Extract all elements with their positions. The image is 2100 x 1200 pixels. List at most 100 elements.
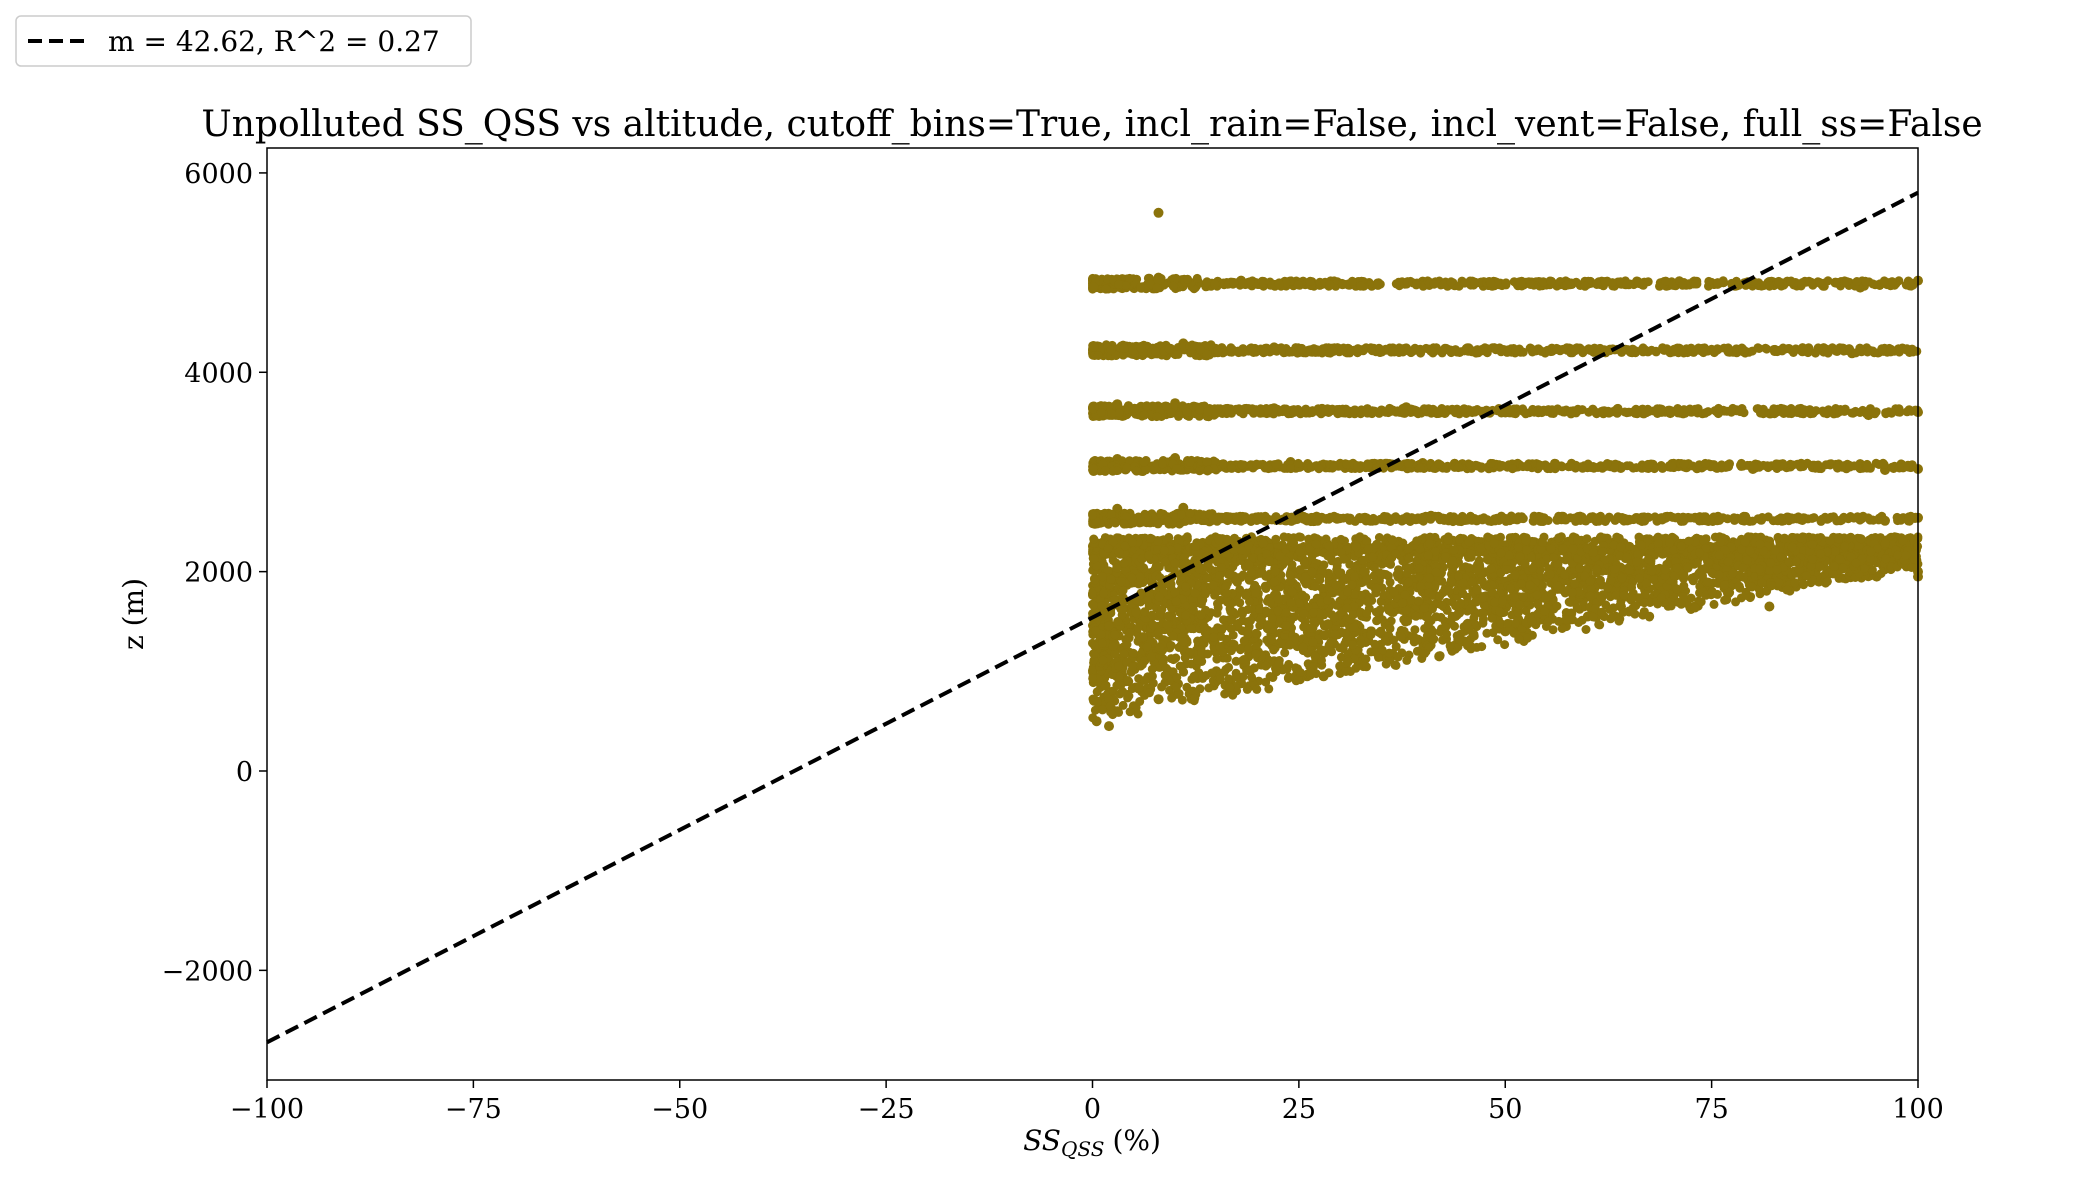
cloud-point xyxy=(1235,347,1245,357)
cloud-point xyxy=(1647,345,1657,355)
cloud-point xyxy=(1699,512,1709,522)
cloud-point xyxy=(1210,279,1220,289)
cloud-point xyxy=(1093,351,1103,360)
cloud-point xyxy=(1227,463,1237,473)
cloud-point xyxy=(1437,346,1447,356)
cloud-point xyxy=(1314,464,1324,474)
cloud-point xyxy=(1666,406,1676,416)
cloud-point xyxy=(1819,278,1829,288)
cloud-point xyxy=(1522,462,1532,472)
cloud-point xyxy=(1516,278,1526,288)
scatter-point xyxy=(1764,601,1775,612)
cloud-point xyxy=(1678,280,1688,290)
cloud-point xyxy=(1784,344,1794,353)
cloud-point xyxy=(1459,404,1469,414)
cloud-point xyxy=(1714,515,1724,525)
cloud-point xyxy=(1237,460,1247,470)
cloud-point xyxy=(1132,466,1142,476)
cloud-point xyxy=(1799,405,1809,415)
cloud-point xyxy=(1877,344,1887,354)
cloud-point xyxy=(1851,348,1861,358)
cloud-point xyxy=(1248,346,1258,356)
cloud-point xyxy=(1345,515,1355,525)
cloud-point xyxy=(1691,345,1701,355)
cloud-point xyxy=(1203,465,1213,475)
cloud-point xyxy=(1525,280,1535,289)
cloud-point xyxy=(1893,515,1903,525)
cloud-point xyxy=(1286,464,1296,474)
cloud-point xyxy=(1139,410,1149,420)
cloud-point xyxy=(1768,406,1778,416)
cloud-point xyxy=(1865,346,1875,355)
cloud-point xyxy=(1496,347,1506,357)
cloud-point xyxy=(1271,459,1281,469)
cloud-point xyxy=(1164,344,1174,354)
cloud-point xyxy=(1305,276,1315,286)
cloud-point xyxy=(1754,344,1764,353)
cloud-point xyxy=(1245,277,1255,287)
cloud-point xyxy=(1471,348,1481,358)
cloud-point xyxy=(1277,407,1287,417)
cloud-point xyxy=(1566,409,1576,419)
cloud-point xyxy=(1114,408,1124,418)
cloud-point xyxy=(1860,276,1870,286)
cloud-point xyxy=(1535,461,1545,471)
cloud-point xyxy=(1644,460,1654,469)
cloud-point xyxy=(1550,460,1560,469)
cloud-point xyxy=(1762,344,1772,354)
cloud-point xyxy=(1307,408,1317,418)
cloud-point xyxy=(1542,405,1552,415)
cloud-point xyxy=(1536,512,1546,522)
cloud-point xyxy=(1224,407,1234,417)
cloud-point xyxy=(1411,280,1421,290)
cloud-point xyxy=(1807,513,1817,523)
cloud-point xyxy=(1906,511,1916,521)
cloud-point xyxy=(1152,412,1162,422)
cloud-point xyxy=(1088,510,1098,520)
cloud-point xyxy=(1795,462,1805,472)
cloud-point xyxy=(1289,407,1299,417)
cloud-point xyxy=(1765,281,1774,291)
cloud-point xyxy=(1426,346,1436,356)
cloud-point xyxy=(1418,512,1428,522)
cloud-point xyxy=(1738,344,1747,354)
cloud-point xyxy=(1679,459,1689,469)
data-cloud xyxy=(1088,273,1923,723)
cloud-point xyxy=(1203,407,1213,417)
cloud-point xyxy=(1622,279,1632,289)
cloud-point xyxy=(1335,408,1345,418)
cloud-point xyxy=(1141,465,1151,475)
cloud-point xyxy=(1434,459,1444,469)
cloud-point xyxy=(1413,409,1423,419)
cloud-point xyxy=(1833,463,1842,473)
cloud-point xyxy=(1863,462,1873,472)
cloud-point xyxy=(1100,466,1110,475)
cloud-point xyxy=(1130,403,1140,413)
cloud-point xyxy=(1552,514,1562,524)
cloud-point xyxy=(1631,408,1641,418)
cloud-point xyxy=(1570,513,1580,523)
cloud-point xyxy=(1637,280,1647,290)
cloud-point xyxy=(1500,513,1510,523)
cloud-point xyxy=(1796,513,1805,523)
cloud-point xyxy=(1185,508,1195,518)
cloud-point xyxy=(1578,348,1588,358)
cloud-point xyxy=(1838,406,1848,416)
cloud-point xyxy=(1613,512,1623,522)
cloud-point xyxy=(1406,348,1416,357)
cloud-point xyxy=(1613,403,1623,413)
cloud-point xyxy=(1293,458,1303,468)
cloud-point xyxy=(1586,463,1596,473)
cloud-point xyxy=(1238,279,1248,289)
cloud-point xyxy=(1674,406,1684,416)
cloud-point xyxy=(1373,280,1383,290)
cloud-point xyxy=(1259,347,1269,357)
cloud-point xyxy=(1195,345,1205,355)
cloud-point xyxy=(1158,459,1167,469)
cloud-point xyxy=(1404,459,1414,468)
cloud-point xyxy=(1388,346,1398,356)
cloud-point xyxy=(1459,346,1469,356)
cloud-point xyxy=(1736,458,1746,468)
cloud-point xyxy=(1267,280,1277,290)
cloud-point xyxy=(1877,511,1887,521)
